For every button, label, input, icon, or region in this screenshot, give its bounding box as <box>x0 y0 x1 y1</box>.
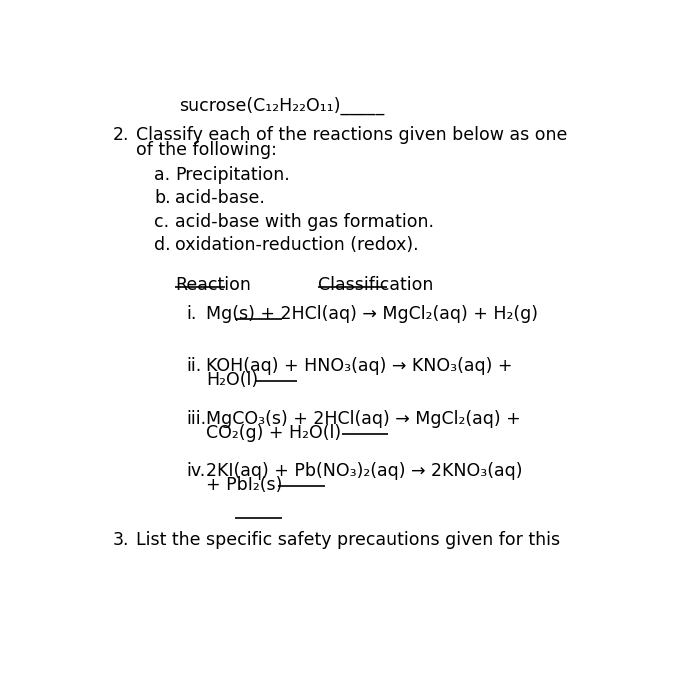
Text: 3.: 3. <box>113 531 130 550</box>
Text: Mg(s) + 2HCl(aq) → MgCl₂(aq) + H₂(g): Mg(s) + 2HCl(aq) → MgCl₂(aq) + H₂(g) <box>206 305 538 323</box>
Text: 2KI(aq) + Pb(NO₃)₂(aq) → 2KNO₃(aq): 2KI(aq) + Pb(NO₃)₂(aq) → 2KNO₃(aq) <box>206 462 523 480</box>
Text: H₂O(l): H₂O(l) <box>206 371 258 389</box>
Text: CO₂(g) + H₂O(l): CO₂(g) + H₂O(l) <box>206 424 341 442</box>
Text: of the following:: of the following: <box>136 141 277 159</box>
Text: KOH(aq) + HNO₃(aq) → KNO₃(aq) +: KOH(aq) + HNO₃(aq) → KNO₃(aq) + <box>206 357 513 375</box>
Text: iii.: iii. <box>187 410 207 428</box>
Text: 2.: 2. <box>113 126 130 144</box>
Text: Precipitation.: Precipitation. <box>175 167 290 184</box>
Text: ii.: ii. <box>187 357 202 375</box>
Text: Classify each of the reactions given below as one: Classify each of the reactions given bel… <box>136 126 567 144</box>
Text: sucrose(C₁₂H₂₂O₁₁)_____: sucrose(C₁₂H₂₂O₁₁)_____ <box>179 97 384 116</box>
Text: + PbI₂(s): + PbI₂(s) <box>206 476 282 494</box>
Text: MgCO₃(s) + 2HCl(aq) → MgCl₂(aq) +: MgCO₃(s) + 2HCl(aq) → MgCl₂(aq) + <box>206 410 521 428</box>
Text: iv.: iv. <box>187 462 206 480</box>
Text: List the specific safety precautions given for this: List the specific safety precautions giv… <box>136 531 561 550</box>
Text: Reaction: Reaction <box>175 276 251 294</box>
Text: d.: d. <box>154 236 170 253</box>
Text: a.: a. <box>154 167 170 184</box>
Text: b.: b. <box>154 190 170 207</box>
Text: i.: i. <box>187 305 197 323</box>
Text: acid-base.: acid-base. <box>175 190 265 207</box>
Text: Classification: Classification <box>318 276 433 294</box>
Text: acid-base with gas formation.: acid-base with gas formation. <box>175 213 434 230</box>
Text: c.: c. <box>154 213 169 230</box>
Text: oxidation-reduction (redox).: oxidation-reduction (redox). <box>175 236 418 253</box>
